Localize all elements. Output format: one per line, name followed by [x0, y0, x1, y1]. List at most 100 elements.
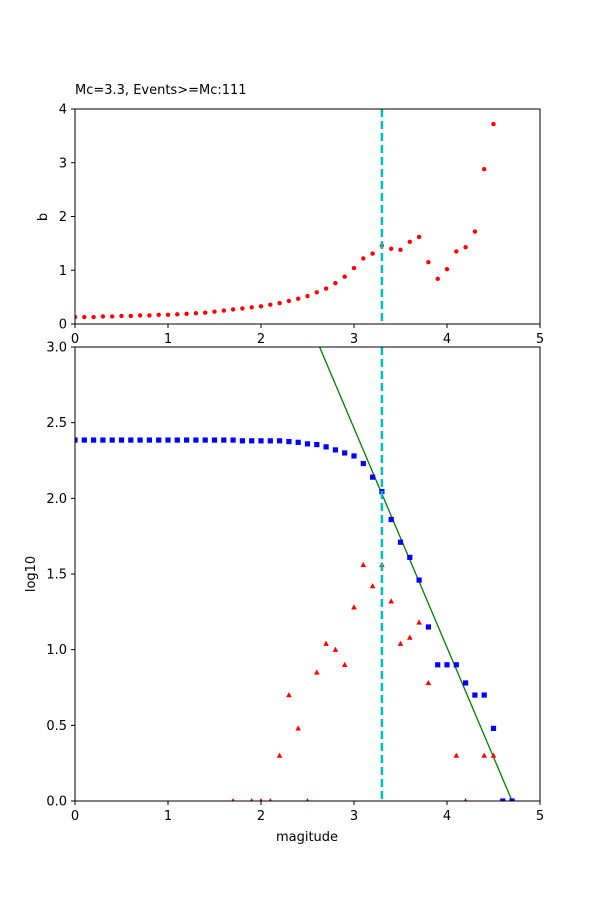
bottom-square-point	[277, 438, 283, 444]
top-point	[463, 244, 468, 250]
bottom-square-point	[360, 460, 366, 467]
top-point	[426, 259, 431, 265]
top-point	[240, 306, 245, 311]
bottom-square-point	[472, 692, 478, 698]
bottom-square-point	[435, 662, 441, 668]
bottom-square-point	[500, 798, 506, 801]
top-point	[305, 293, 310, 299]
top-panel-title: Mc=3.3, Events>=Mc:111	[75, 83, 247, 98]
bottom-y-tick-label: 3.0	[46, 341, 67, 356]
top-y-tick-label: 4	[59, 103, 67, 118]
b-value-panel: Mc=3.3, Events>=Mc:111 b 0 1 2 3 4 5 0 1 2 3 4	[36, 83, 544, 347]
bottom-fit-line	[318, 347, 513, 801]
top-y-tick-label: 3	[59, 156, 67, 171]
top-point	[370, 251, 375, 256]
top-point	[454, 249, 459, 254]
top-y-tick-label: 1	[59, 264, 67, 279]
bottom-square-point	[81, 437, 87, 443]
bottom-y-tick-label: 2.0	[46, 492, 67, 507]
bottom-square-point	[295, 439, 301, 445]
bottom-square-point	[100, 437, 106, 443]
bottom-square-point	[109, 437, 115, 443]
bottom-square-point	[118, 437, 125, 443]
bottom-triangle-point	[276, 752, 283, 758]
top-point	[110, 314, 115, 319]
bottom-panel-frame	[74, 346, 541, 802]
top-x-tick-label: 3	[350, 332, 358, 347]
bottom-triangle-point	[231, 798, 235, 801]
bottom-square-point	[202, 437, 208, 443]
bottom-square-point	[314, 442, 320, 448]
bottom-y-tick-label: 1.5	[46, 568, 67, 583]
bottom-square-point	[211, 437, 218, 443]
top-x-tick-label: 5	[536, 332, 544, 347]
bottom-triangle-point	[463, 798, 468, 801]
bottom-x-tick-label: 0	[71, 809, 79, 824]
bottom-triangle-point	[388, 598, 394, 604]
top-point	[175, 312, 180, 317]
top-point	[258, 304, 264, 309]
bottom-x-tick-label: 2	[257, 809, 265, 824]
top-point	[268, 302, 273, 307]
top-point	[333, 280, 338, 286]
bottom-square-point	[249, 438, 255, 444]
top-point	[314, 290, 319, 295]
top-point	[398, 247, 403, 253]
bottom-square-point	[239, 438, 245, 444]
top-point	[361, 256, 366, 261]
bottom-triangle-point	[250, 798, 254, 801]
top-point	[389, 246, 394, 251]
bottom-panel-background	[75, 347, 540, 801]
bottom-panel-xlabel: magitude	[276, 830, 338, 845]
top-point	[156, 312, 161, 318]
top-point	[82, 314, 87, 320]
bottom-x-tick-label: 3	[350, 809, 358, 824]
bottom-triangle-point	[259, 798, 263, 801]
bottom-square-point	[444, 662, 450, 668]
bottom-triangle-point	[397, 640, 404, 646]
bottom-triangle-point	[407, 634, 413, 640]
bottom-triangle-point	[295, 725, 301, 731]
top-point	[100, 314, 106, 319]
top-point	[277, 300, 282, 306]
bottom-square-point	[184, 437, 190, 443]
bottom-square-point	[388, 516, 394, 523]
top-point	[416, 234, 422, 240]
top-point	[286, 298, 292, 304]
bottom-square-point	[463, 680, 469, 686]
top-x-tick-label: 4	[443, 332, 451, 347]
top-point	[203, 310, 208, 315]
top-point	[193, 311, 199, 316]
bottom-square-point	[221, 437, 227, 443]
bottom-square-point	[258, 438, 264, 444]
bottom-square-point	[481, 692, 487, 698]
top-panel-ylabel: b	[36, 213, 51, 221]
top-point	[137, 313, 143, 318]
bottom-triangle-point	[360, 561, 367, 568]
bottom-square-point	[342, 450, 348, 456]
bottom-triangle-point	[268, 798, 272, 801]
bottom-square-point	[304, 441, 311, 447]
bottom-square-point	[267, 438, 273, 444]
bottom-triangle-point	[453, 752, 460, 758]
top-point	[165, 312, 171, 318]
top-point	[230, 307, 236, 312]
top-point	[342, 274, 347, 279]
bottom-x-tick-label: 5	[536, 809, 544, 824]
bottom-square-point	[490, 725, 497, 731]
top-point	[212, 309, 217, 314]
bottom-y-tick-label: 1.0	[46, 643, 67, 658]
top-point	[444, 266, 450, 272]
top-point	[491, 121, 496, 127]
bottom-square-point	[397, 539, 404, 545]
bottom-square-point	[453, 662, 459, 668]
top-point	[323, 286, 329, 291]
bottom-square-point	[286, 438, 292, 445]
bottom-triangle-point	[341, 661, 348, 667]
top-x-tick-label: 0	[71, 332, 79, 347]
bottom-panel-ticks: 0 1 2 3 4 5 0.0 0.5 1.0 1.5 2.0 2.5 3.0	[46, 341, 544, 825]
bottom-triangle-point	[332, 646, 339, 652]
top-point	[296, 296, 301, 301]
bottom-triangle-point	[351, 604, 357, 610]
top-point	[119, 313, 124, 319]
